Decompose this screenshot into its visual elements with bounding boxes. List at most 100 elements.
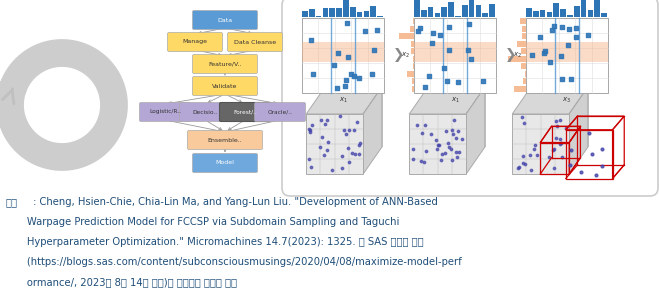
Bar — [407, 71, 414, 77]
Point — [316, 135, 327, 140]
Text: Hyperparameter Optimization." Micromachines 14.7(2023): 1325. 와 SAS 블로그 자료: Hyperparameter Optimization." Micromachi… — [5, 237, 424, 247]
Polygon shape — [466, 87, 485, 147]
Point — [444, 48, 454, 52]
Point — [345, 72, 356, 77]
Text: Oracle/..: Oracle/.. — [268, 109, 293, 115]
Text: 출처: 출처 — [5, 197, 17, 207]
Point — [428, 31, 438, 36]
Point — [354, 75, 364, 80]
Point — [341, 132, 352, 137]
Point — [437, 152, 447, 156]
Point — [451, 155, 462, 160]
Point — [349, 73, 359, 78]
Point — [340, 83, 351, 88]
Point — [353, 152, 364, 157]
FancyBboxPatch shape — [192, 154, 258, 172]
Point — [336, 165, 347, 170]
Point — [583, 33, 593, 38]
Bar — [521, 18, 526, 24]
Polygon shape — [466, 87, 485, 174]
Polygon shape — [363, 87, 382, 174]
Polygon shape — [569, 87, 588, 147]
Text: Warpage Prediction Model for FCCSP via Subdomain Sampling and Taguchi: Warpage Prediction Model for FCCSP via S… — [5, 217, 399, 227]
Point — [426, 132, 436, 137]
Point — [303, 127, 314, 132]
Bar — [434, 13, 440, 17]
Bar — [581, 0, 587, 17]
Point — [556, 154, 567, 159]
Point — [444, 145, 455, 150]
Point — [529, 146, 539, 151]
Point — [478, 78, 488, 83]
Bar — [316, 16, 322, 17]
Bar — [526, 8, 532, 17]
Text: ❯: ❯ — [393, 48, 405, 62]
Point — [557, 25, 567, 30]
Point — [329, 62, 339, 67]
Point — [339, 128, 349, 133]
Point — [540, 48, 550, 53]
Point — [447, 132, 458, 136]
Point — [322, 148, 332, 152]
Point — [354, 142, 364, 147]
Bar — [413, 55, 414, 62]
Point — [544, 155, 555, 160]
Bar — [399, 33, 414, 39]
Point — [449, 117, 460, 122]
Point — [517, 114, 527, 119]
Point — [551, 119, 561, 124]
Point — [420, 85, 430, 89]
Text: $x_3$: $x_3$ — [563, 96, 571, 105]
Bar — [588, 11, 593, 17]
Point — [436, 157, 446, 162]
Point — [555, 137, 565, 142]
Point — [554, 141, 565, 146]
Bar — [442, 7, 447, 17]
Point — [552, 124, 563, 128]
Point — [335, 114, 346, 118]
Point — [322, 117, 333, 122]
Bar — [428, 7, 434, 17]
Point — [453, 129, 464, 134]
Point — [548, 166, 559, 171]
Point — [442, 78, 453, 83]
Point — [333, 51, 343, 55]
Text: Logistic/R..: Logistic/R.. — [149, 109, 181, 115]
Bar — [411, 41, 414, 47]
Point — [518, 161, 529, 165]
Point — [447, 158, 457, 162]
Point — [565, 147, 576, 152]
Point — [571, 26, 581, 31]
Bar — [343, 0, 349, 17]
Text: Manage: Manage — [183, 39, 208, 45]
Point — [355, 141, 365, 145]
Bar — [567, 15, 573, 17]
Point — [304, 157, 314, 162]
Bar — [517, 41, 526, 47]
FancyBboxPatch shape — [188, 131, 262, 149]
Point — [306, 122, 317, 127]
Point — [557, 77, 567, 82]
Point — [430, 138, 441, 142]
Bar — [546, 12, 552, 17]
Bar — [533, 11, 538, 17]
Point — [418, 160, 429, 165]
Point — [556, 140, 567, 145]
Text: (https://blogs.sas.com/content/subconsciousmusings/2020/04/08/maximize-model-per: (https://blogs.sas.com/content/subconsci… — [5, 257, 462, 267]
Point — [432, 142, 443, 147]
Bar — [462, 5, 468, 17]
Point — [453, 150, 464, 155]
Bar — [410, 25, 414, 32]
Point — [596, 146, 607, 151]
Point — [332, 85, 343, 90]
Bar — [514, 85, 526, 92]
Point — [337, 153, 347, 158]
Text: Forest/..: Forest/.. — [233, 109, 257, 115]
Bar — [540, 10, 546, 17]
Point — [408, 146, 418, 151]
Point — [408, 157, 418, 161]
Bar — [411, 48, 414, 54]
Point — [548, 147, 558, 152]
Point — [549, 24, 559, 28]
Point — [513, 165, 524, 170]
